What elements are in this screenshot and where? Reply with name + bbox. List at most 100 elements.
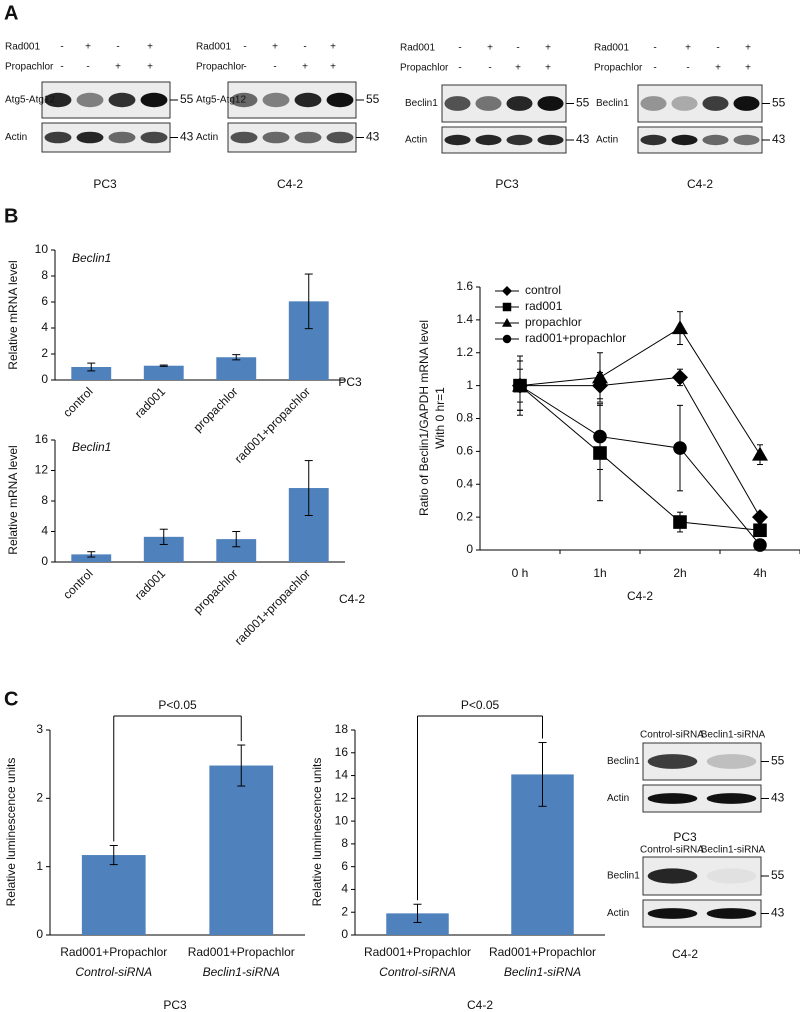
legend-label: rad001+propachlor (525, 331, 626, 345)
band (475, 96, 502, 111)
y-tick-label: 0.8 (456, 411, 473, 425)
treatment-sign: - (243, 62, 246, 73)
row-label: Actin (5, 132, 27, 143)
bar (71, 367, 112, 380)
treatment-sign: + (545, 63, 551, 74)
blot-caption: PC3 (495, 177, 519, 191)
x-tick-label: 0 h (512, 566, 529, 580)
treatment-label: Rad001 (594, 43, 629, 54)
x-tick-label: 4h (753, 566, 766, 580)
x-tick-label: rad001 (132, 384, 169, 421)
marker (672, 369, 688, 386)
treatment-sign: + (115, 62, 121, 73)
y-tick-label: 18 (335, 722, 349, 736)
y-tick-label: 6 (341, 859, 348, 873)
size-marker: 55 (180, 92, 194, 106)
series-line (519, 327, 761, 455)
treatment-sign: - (60, 42, 63, 53)
band (506, 96, 533, 111)
lane-label: Control-siRNA (640, 730, 704, 741)
band (706, 793, 757, 804)
blot-caption: PC3 (93, 177, 117, 191)
blot-caption: PC3 (673, 830, 697, 844)
x-tick-label: propachlor (191, 384, 241, 434)
y-tick-label: 16 (335, 745, 349, 759)
y-tick-label: 4 (41, 524, 48, 538)
row-label: Atg5-Atg12 (5, 95, 55, 106)
y-tick-label: 2 (341, 904, 348, 918)
lane-label: Control-siRNA (640, 845, 704, 856)
legend-label: rad001 (525, 299, 563, 313)
band (706, 868, 757, 884)
band (326, 131, 354, 144)
band (76, 92, 104, 108)
marker (502, 318, 512, 327)
treatment-sign: - (716, 43, 719, 54)
y-axis-label: Relative mRNA level (6, 260, 20, 369)
x-tick-label: propachlor (191, 566, 241, 616)
band (640, 134, 667, 146)
size-marker: 55 (771, 754, 785, 768)
size-marker: 55 (366, 92, 380, 106)
band (647, 868, 698, 884)
band (326, 92, 354, 108)
treatment-label: Propachlor (5, 62, 54, 73)
x-tick-sublabel: Control-siRNA (379, 965, 456, 979)
marker (753, 523, 767, 538)
y-tick-label: 6 (41, 294, 48, 308)
y-tick-label: 4 (41, 320, 48, 334)
band (44, 92, 72, 108)
bar (81, 855, 146, 935)
series-line (519, 385, 761, 531)
blot-caption: C4-2 (687, 177, 713, 191)
lane-label: Beclin1-siRNA (701, 730, 766, 741)
band (294, 92, 322, 108)
x-tick-label: 1h (593, 566, 606, 580)
series-line (520, 376, 761, 518)
band (475, 134, 502, 146)
treatment-sign: - (653, 63, 656, 74)
size-marker: 55 (771, 868, 785, 882)
treatment-sign: + (685, 43, 691, 54)
marker (592, 369, 608, 384)
y-tick-label: 14 (335, 768, 349, 782)
bar (216, 539, 257, 562)
marker (753, 538, 767, 552)
treatment-sign: + (745, 63, 751, 74)
treatment-sign: + (715, 63, 721, 74)
row-label: Atg5-Atg12 (196, 95, 246, 106)
marker (673, 441, 687, 455)
lane-label: Beclin1-siRNA (701, 845, 766, 856)
y-tick-label: 12 (35, 463, 49, 477)
y-tick-label: 12 (335, 791, 349, 805)
treatment-sign: - (516, 43, 519, 54)
size-marker: 43 (366, 130, 380, 144)
marker (513, 378, 527, 393)
band (444, 134, 471, 146)
y-tick-label: 10 (335, 813, 349, 827)
band (262, 92, 290, 108)
treatment-sign: + (85, 42, 91, 53)
band (702, 134, 729, 146)
y-axis-label: Relative mRNA level (6, 445, 20, 554)
marker (502, 302, 512, 312)
row-label: Actin (196, 132, 218, 143)
band (537, 96, 564, 111)
treatment-sign: + (515, 63, 521, 74)
marker (673, 515, 687, 529)
size-marker: 43 (772, 132, 786, 146)
y-tick-label: 0.2 (456, 509, 473, 523)
band (140, 92, 168, 108)
panel-label: A (4, 2, 18, 24)
band (733, 134, 760, 146)
row-label: Actin (607, 908, 629, 919)
y-tick-label: 4 (341, 882, 348, 896)
treatment-sign: - (686, 63, 689, 74)
x-tick-label: control (60, 566, 95, 601)
treatment-sign: - (86, 62, 89, 73)
y-tick-label: 0 (466, 542, 473, 556)
x-tick-label: Rad001+Propachlor (364, 945, 471, 959)
y-axis-label: Relative luminescence units (4, 758, 18, 907)
y-tick-label: 10 (35, 242, 49, 256)
band (76, 131, 104, 144)
